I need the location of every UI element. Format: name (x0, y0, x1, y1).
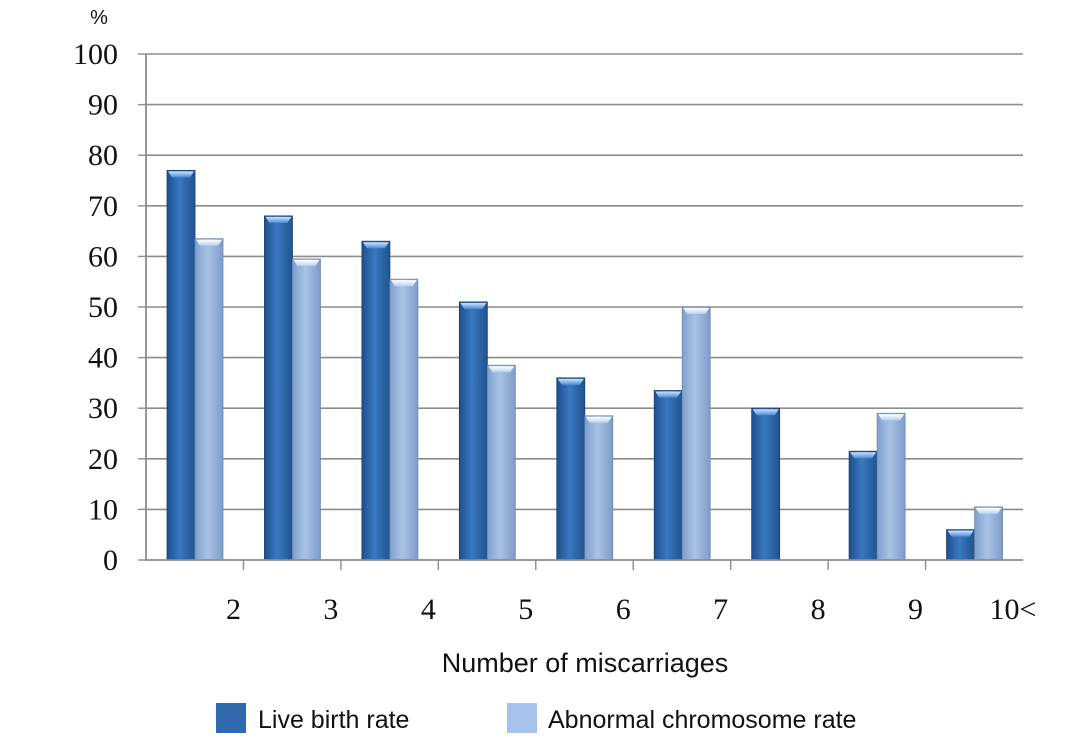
bar-abnormal-chromosome-9 (876, 412, 906, 561)
bar-abnormal-chromosome-6 (584, 415, 614, 561)
y-tick-label-80: 80 (88, 139, 118, 172)
bar-abnormal-chromosome-3 (292, 258, 321, 561)
x-tick-label-5: 5 (518, 593, 533, 626)
x-tick-label-2: 2 (226, 593, 241, 626)
bar-live-birth-8 (751, 407, 781, 561)
legend: Live birth rate Abnormal chromosome rate (216, 703, 856, 734)
y-tick-label-0: 0 (103, 544, 118, 577)
legend-swatch-abnormal-chromosome (507, 703, 537, 733)
x-tick-label-4: 4 (421, 593, 436, 626)
bar-cap-abnormal-chromosome-9 (878, 414, 905, 421)
bar-cap-live-birth-9 (850, 452, 877, 459)
legend-swatch-live-birth (216, 703, 246, 733)
bar-live-birth-5 (458, 301, 488, 561)
bar-cap-live-birth-6 (557, 378, 584, 385)
bar-cap-live-birth-4 (362, 242, 389, 249)
bar-cap-live-birth-8 (752, 409, 779, 416)
bar-cap-live-birth-5 (460, 302, 487, 309)
bar-cap-live-birth-7 (655, 391, 682, 398)
bar-live-birth-4 (361, 240, 391, 561)
y-tick-label-60: 60 (88, 240, 118, 273)
x-axis-title: Number of miscarriages (442, 648, 729, 678)
bar-cap-abnormal-chromosome-5 (488, 366, 515, 373)
bar-cap-live-birth-10< (947, 530, 974, 537)
y-tick-label-100: 100 (73, 38, 118, 71)
y-tick-label-20: 20 (88, 443, 118, 476)
y-tick-label-30: 30 (88, 392, 118, 425)
bar-live-birth-2 (166, 169, 196, 561)
bar-cap-abnormal-chromosome-3 (293, 259, 320, 266)
x-axis-ticks: 2 3 4 5 6 7 8 9 10< (226, 560, 1037, 626)
bars (166, 169, 1003, 561)
bar-cap-live-birth-2 (168, 171, 194, 178)
axes (145, 54, 1023, 561)
bar-cap-abnormal-chromosome-7 (683, 308, 710, 314)
bar-abnormal-chromosome-7 (681, 306, 711, 561)
y-tick-label-50: 50 (88, 291, 118, 324)
bar-cap-abnormal-chromosome-6 (585, 416, 612, 423)
bar-cap-abnormal-chromosome-4 (390, 280, 417, 287)
x-tick-label-6: 6 (616, 593, 631, 626)
bar-abnormal-chromosome-5 (486, 364, 516, 561)
bar-live-birth-7 (653, 390, 683, 561)
y-unit-label: % (90, 7, 108, 29)
bar-live-birth-9 (848, 450, 878, 561)
bar-abnormal-chromosome-4 (389, 278, 419, 561)
x-tick-label-9: 9 (908, 593, 923, 626)
x-tick-label-3: 3 (323, 593, 338, 626)
y-tick-label-70: 70 (88, 190, 118, 223)
legend-label-abnormal-chromosome: Abnormal chromosome rate (548, 706, 856, 734)
y-tick-label-90: 90 (88, 89, 118, 122)
x-tick-label-10<: 10< (990, 593, 1037, 626)
y-tick-label-10: 10 (88, 493, 118, 526)
x-tick-label-7: 7 (713, 593, 728, 626)
y-tick-label-40: 40 (88, 342, 118, 375)
bar-abnormal-chromosome-10< (974, 506, 1003, 561)
bar-live-birth-3 (264, 215, 293, 561)
bar-abnormal-chromosome-2 (194, 238, 224, 561)
bar-cap-abnormal-chromosome-10< (975, 507, 1002, 514)
bar-cap-live-birth-3 (265, 216, 292, 223)
legend-label-live-birth: Live birth rate (258, 706, 409, 734)
bar-live-birth-6 (556, 377, 586, 561)
bar-cap-abnormal-chromosome-2 (196, 239, 222, 246)
x-tick-label-8: 8 (811, 593, 826, 626)
y-axis-ticks: 0 10 20 30 40 50 60 70 80 90 100 (73, 38, 146, 577)
